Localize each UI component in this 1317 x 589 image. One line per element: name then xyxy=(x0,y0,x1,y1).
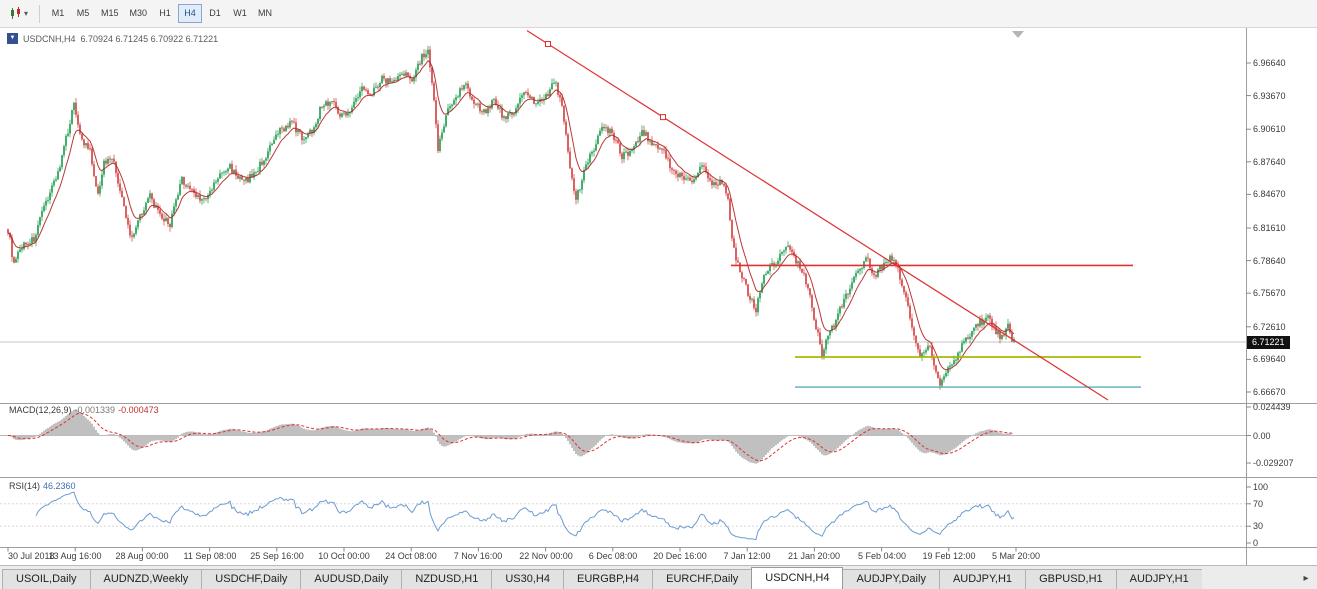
rsi-name: RSI(14) xyxy=(9,481,41,491)
chart-tab-audusd-daily[interactable]: AUDUSD,Daily xyxy=(300,569,403,589)
time-axis-label: 24 Oct 08:00 xyxy=(385,551,437,561)
price-axis-label: 6.72610 xyxy=(1253,322,1286,332)
time-axis-label: 6 Dec 08:00 xyxy=(588,551,638,561)
time-axis-label: 5 Feb 04:00 xyxy=(857,551,907,561)
timeframe-button-m5[interactable]: M5 xyxy=(76,8,90,18)
price-axis-label: 6.78640 xyxy=(1253,256,1286,266)
toolbar: ▾ M1 M5 M15 M30 H1 H4 D1 W1 MN xyxy=(0,0,1317,28)
macd-name: MACD(12,26,9) xyxy=(9,405,72,415)
timeframe-button-mn[interactable]: MN xyxy=(258,8,273,18)
price-axis-label: 6.93670 xyxy=(1253,91,1286,101)
chart-type-button[interactable]: ▾ xyxy=(5,4,33,24)
time-axis-label: 10 Oct 00:00 xyxy=(318,551,370,561)
time-axis-label: 30 Jul 2018 xyxy=(8,551,55,561)
price-axis-label: 6.75670 xyxy=(1253,288,1286,298)
macd-axis-label: 0.00 xyxy=(1253,431,1271,441)
chart-tab-usoil-daily[interactable]: USOIL,Daily xyxy=(2,569,91,589)
chart-tabbar: USOIL,Daily AUDNZD,Weekly USDCHF,Daily AUDU… xyxy=(0,565,1317,589)
chart-canvas[interactable] xyxy=(0,28,1317,565)
chart-collapse-icon[interactable]: ▼ xyxy=(7,33,18,44)
time-axis-label: 13 Aug 16:00 xyxy=(48,551,102,561)
chart-tab-audjpy-h1[interactable]: AUDJPY,H1 xyxy=(938,569,1027,589)
chart-tab-nzdusd-h1[interactable]: NZDUSD,H1 xyxy=(401,569,493,589)
chart-tab-eurchf-daily[interactable]: EURCHF,Daily xyxy=(652,569,753,589)
macd-label: MACD(12,26,9) -0.001339 -0.000473 xyxy=(9,405,159,415)
time-axis-label: 5 Mar 20:00 xyxy=(991,551,1041,561)
macd-signal-value: -0.000473 xyxy=(118,405,159,415)
price-axis[interactable]: 6.71221 6.96640 6.93670 6.90610 6.87640 6.84… xyxy=(1247,28,1317,565)
rsi-axis-label: 0 xyxy=(1253,538,1259,548)
chart-region[interactable]: ▼ USDCNH,H4 6.70924 6.71245 6.70922 6.71… xyxy=(0,28,1317,565)
rsi-axis-label: 30 xyxy=(1253,521,1264,531)
time-axis-label: 21 Jan 20:00 xyxy=(787,551,841,561)
timeframe-button-h4[interactable]: H4 xyxy=(178,4,203,23)
timeframe-button-m1[interactable]: M1 xyxy=(51,8,65,18)
time-axis-label: 7 Nov 16:00 xyxy=(453,551,503,561)
macd-main-value: -0.001339 xyxy=(74,405,116,415)
symbol-timeframe-label: USDCNH,H4 xyxy=(23,33,76,44)
chart-title: ▼ USDCNH,H4 6.70924 6.71245 6.70922 6.71… xyxy=(7,33,218,44)
timeframe-button-m15[interactable]: M15 xyxy=(101,8,119,18)
time-axis-label: 7 Jan 12:00 xyxy=(723,551,771,561)
macd-axis-label: 0.024439 xyxy=(1253,402,1291,412)
timeframe-button-m30[interactable]: M30 xyxy=(129,8,148,18)
time-axis: 30 Jul 2018 13 Aug 16:00 28 Aug 00:00 11 Se… xyxy=(0,548,1246,565)
ohlc-values: 6.70924 6.71245 6.70922 6.71221 xyxy=(80,33,219,44)
price-axis-label: 6.84670 xyxy=(1253,189,1286,199)
timeframe-button-d1[interactable]: D1 xyxy=(209,8,221,18)
time-axis-label: 28 Aug 00:00 xyxy=(115,551,169,561)
rsi-value: 46.2360 xyxy=(43,481,76,491)
chart-tab-eurgbp-h4[interactable]: EURGBP,H4 xyxy=(562,569,654,589)
chart-tab-audjpy-h1[interactable]: AUDJPY,H1 xyxy=(1115,569,1202,589)
price-axis-label: 6.69640 xyxy=(1253,354,1286,364)
price-axis-label: 6.87640 xyxy=(1253,157,1286,167)
price-axis-label: 6.81610 xyxy=(1253,223,1286,233)
timeframe-button-h1[interactable]: H1 xyxy=(159,8,171,18)
chart-tab-us30-h4[interactable]: US30,H4 xyxy=(491,569,564,589)
timeframe-button-w1[interactable]: W1 xyxy=(233,8,247,18)
chart-tab-audnzd-weekly[interactable]: AUDNZD,Weekly xyxy=(89,569,203,589)
rsi-axis-label: 70 xyxy=(1253,499,1264,509)
timeframe-toolbar: M1 M5 M15 M30 H1 H4 D1 W1 MN xyxy=(46,4,277,23)
time-axis-label: 19 Feb 12:00 xyxy=(922,551,976,561)
tab-scroll-right-button[interactable]: ▸ xyxy=(1303,573,1309,584)
price-axis-label: 6.96640 xyxy=(1253,58,1286,68)
candlestick-chart-icon xyxy=(11,7,20,19)
chart-tab-usdchf-daily[interactable]: USDCHF,Daily xyxy=(201,569,302,589)
chart-tab-gbpusd-h1[interactable]: GBPUSD,H1 xyxy=(1025,569,1117,589)
time-axis-label: 25 Sep 16:00 xyxy=(250,551,304,561)
time-axis-label: 22 Nov 00:00 xyxy=(519,551,573,561)
rsi-label: RSI(14) 46.2360 xyxy=(9,481,76,491)
time-axis-label: 20 Dec 16:00 xyxy=(653,551,707,561)
price-axis-label: 6.66670 xyxy=(1253,387,1286,397)
chevron-down-icon: ▾ xyxy=(24,8,29,18)
toolbar-separator xyxy=(39,4,41,23)
price-axis-label: 6.90610 xyxy=(1253,124,1286,134)
current-price-badge: 6.71221 xyxy=(1247,336,1290,349)
chart-tab-usdcnh-h4[interactable]: USDCNH,H4 xyxy=(751,567,844,589)
chart-tabs: USOIL,Daily AUDNZD,Weekly USDCHF,Daily AUDU… xyxy=(2,567,1202,589)
time-axis-label: 11 Sep 08:00 xyxy=(183,551,237,561)
macd-axis-label: -0.029207 xyxy=(1253,458,1294,468)
rsi-axis-label: 100 xyxy=(1253,482,1269,492)
chart-tab-audjpy-daily[interactable]: AUDJPY,Daily xyxy=(842,569,940,589)
